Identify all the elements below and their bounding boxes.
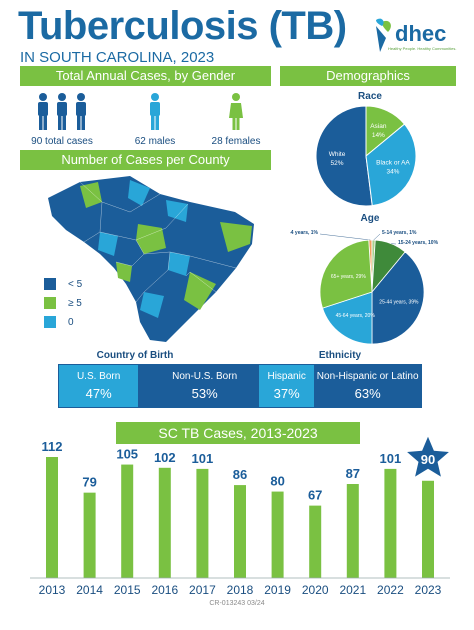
females-label: 28 females <box>211 136 261 147</box>
bar-year-label: 2018 <box>227 583 254 597</box>
bar-2022 <box>384 468 397 578</box>
non-hispanic-label: Non-Hispanic or Latino <box>316 371 419 382</box>
age-slice-label: 25-44 years, 39% <box>379 300 419 306</box>
demographics-banner: Demographics <box>280 66 456 86</box>
legend-swatch-zero <box>44 316 56 328</box>
hispanic-label: Hispanic <box>267 371 306 382</box>
age-leader-line <box>319 233 371 241</box>
legend-swatch-gte5 <box>44 297 56 309</box>
bar-value-label: 87 <box>346 466 360 481</box>
bar-2019 <box>271 491 284 578</box>
legend-label-lt5: < 5 <box>68 279 83 290</box>
bar-2016 <box>158 467 171 578</box>
bar-2013 <box>46 457 58 578</box>
female-icon <box>229 93 243 130</box>
bar-2018 <box>234 485 246 578</box>
legend-swatch-lt5 <box>44 278 56 290</box>
us-born-cell: U.S. Born 47% <box>59 365 139 407</box>
race-slice-label: Black or AA <box>376 160 410 167</box>
age-slice-label: 65+ years, 29% <box>331 274 366 280</box>
legend-label-gte5: ≥ 5 <box>68 298 82 309</box>
age-title: Age <box>360 213 380 224</box>
age-slice-label: 5-14 years, 1% <box>382 230 417 236</box>
bar-value-label: 86 <box>233 467 247 482</box>
us-born-pct: 47% <box>85 386 112 401</box>
bar-2015 <box>121 464 134 578</box>
race-title: Race <box>358 91 382 102</box>
logo-wordmark: dhec <box>395 21 447 46</box>
race-slice-pct: 34% <box>386 169 399 176</box>
bar-year-label: 2013 <box>39 583 66 597</box>
bar-value-label: 67 <box>308 488 322 503</box>
age-slice-label: 45-64 years, 20% <box>336 313 376 319</box>
non-us-born-label: Non-U.S. Born <box>172 371 238 382</box>
bar-year-label: 2020 <box>302 583 329 597</box>
dhec-logo <box>376 18 391 52</box>
age-slice-label: 15-24 years, 10% <box>398 240 439 246</box>
bar-year-label: 2022 <box>377 583 404 597</box>
birth-pill: U.S. Born 47% Non-U.S. Born 53% <box>58 364 272 408</box>
race-slice-2 <box>365 123 417 207</box>
bar-value-label: 80 <box>270 474 284 489</box>
race-slice-0 <box>315 105 373 207</box>
bar-value-label: 112 <box>42 439 63 454</box>
sc-county-map <box>48 176 254 342</box>
males-label: 62 males <box>134 136 176 147</box>
bar-value-label: 101 <box>192 451 214 466</box>
race-slice-label: Asian <box>370 123 387 130</box>
age-slice-4 <box>322 291 373 345</box>
footer-code: CR-013243 03/24 <box>209 600 265 607</box>
legend-label-zero: 0 <box>68 317 74 328</box>
non-hispanic-pct: 63% <box>354 386 381 401</box>
bar-value-label: 102 <box>154 450 176 465</box>
trend-bar-chart: 2013 112 2014 79 2015 105 2016 102 2017 101 2018 86… <box>30 436 450 597</box>
bar-year-label: 2015 <box>114 583 141 597</box>
bar-year-label: 2023 <box>415 583 442 597</box>
bar-value-label: 79 <box>82 475 96 490</box>
bar-value-label: 105 <box>116 447 138 462</box>
bar-2023 <box>422 480 434 578</box>
age-pie-chart: 0-4 years, 1% 5-14 years, 1% 15-24 years, … <box>290 230 439 345</box>
gender-banner: Total Annual Cases, by Gender <box>20 66 271 86</box>
non-hispanic-cell: Non-Hispanic or Latino 63% <box>314 365 421 407</box>
male-icon <box>150 93 160 130</box>
birth-title: Country of Birth <box>96 350 174 361</box>
bar-year-label: 2014 <box>76 583 103 597</box>
bar-year-label: 2021 <box>339 583 366 597</box>
bar-2021 <box>346 484 359 578</box>
highlight-star-icon <box>407 436 449 477</box>
total-cases-label: 90 total cases <box>31 136 93 147</box>
non-us-born-pct: 53% <box>191 386 218 401</box>
ethnicity-title: Ethnicity <box>318 350 362 361</box>
page-title: Tuberculosis (TB) <box>18 4 347 48</box>
non-us-born-cell: Non-U.S. Born 53% <box>138 365 271 407</box>
age-slice-3 <box>371 251 425 345</box>
bar-2020 <box>309 505 322 578</box>
bar-value-label: 101 <box>380 451 402 466</box>
bar-2017 <box>196 468 209 578</box>
trend-banner: SC TB Cases, 2013-2023 <box>116 422 360 444</box>
us-born-label: U.S. Born <box>76 371 121 382</box>
ethnicity-pill: Hispanic 37% Non-Hispanic or Latino 63% <box>258 364 422 408</box>
race-pie-chart: White 52% Asian 14% Black or AA 34% <box>315 105 417 207</box>
bar-year-label: 2016 <box>151 583 178 597</box>
bar-value-label: 90 <box>421 452 435 467</box>
logo-tagline: Healthy People. Healthy Communities. <box>388 46 457 51</box>
page-subtitle: IN SOUTH CAROLINA, 2023 <box>20 49 215 66</box>
race-slice-label: White <box>329 151 346 158</box>
bar-2014 <box>83 492 96 578</box>
age-leader-line <box>373 233 381 241</box>
people-group-icon <box>38 93 86 130</box>
bar-year-label: 2019 <box>264 583 291 597</box>
age-slice-5 <box>319 239 373 309</box>
race-slice-pct: 14% <box>372 132 385 139</box>
age-slice-label: 0-4 years, 1% <box>290 230 319 236</box>
hispanic-cell: Hispanic 37% <box>259 365 315 407</box>
hispanic-pct: 37% <box>273 386 300 401</box>
bar-year-label: 2017 <box>189 583 216 597</box>
race-slice-pct: 52% <box>331 160 344 167</box>
county-banner: Number of Cases per County <box>20 150 271 170</box>
